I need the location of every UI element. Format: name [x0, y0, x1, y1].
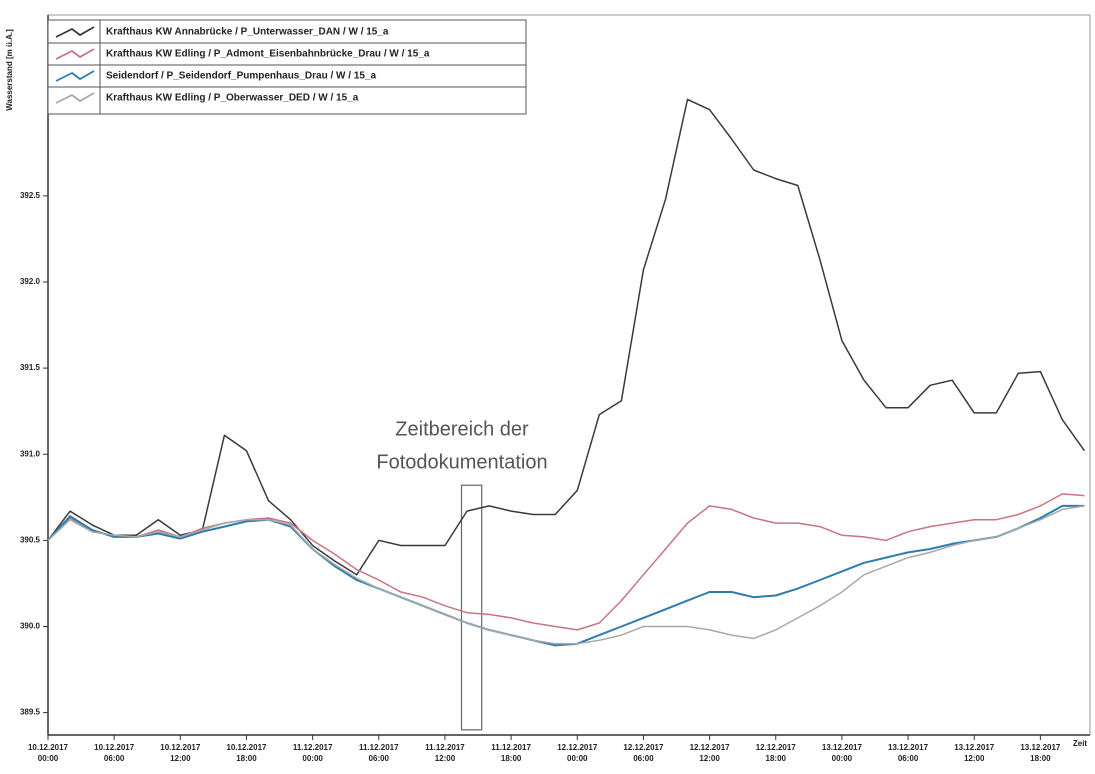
x-tick-label-line: 06:00	[369, 754, 390, 763]
x-tick-label: 11.12.2017 06:00	[359, 743, 399, 763]
x-tick-label-line: 18:00	[501, 754, 522, 763]
legend-swatch	[55, 48, 95, 60]
x-tick-label-line: 11.12.2017	[293, 743, 333, 752]
x-tick-label-line: 13.12.2017	[888, 743, 929, 752]
x-tick-label-line: 10.12.2017	[160, 743, 201, 752]
annotation: Fotodokumentation	[376, 451, 547, 473]
x-tick-label-line: 13.12.2017	[954, 743, 995, 752]
x-tick-label: 12.12.2017 12:00	[690, 743, 731, 763]
x-tick-label-line: 13.12.2017	[822, 743, 863, 752]
series-line	[47, 505, 1085, 645]
x-tick-label: 13.12.2017 12:00	[954, 743, 995, 763]
x-tick-label: 11.12.2017 18:00	[491, 743, 531, 763]
x-tick-label-line: 10.12.2017	[28, 743, 69, 752]
x-tick-label-line: 00:00	[832, 754, 853, 763]
x-tick-label: 10.12.2017 06:00	[94, 743, 135, 763]
y-tick-label: 392.0	[20, 277, 41, 286]
x-tick-label-line: 06:00	[633, 754, 654, 763]
y-tick-label: 390.0	[20, 622, 41, 631]
legend-swatch	[55, 70, 95, 82]
x-tick-label-line: 13.12.2017	[1020, 743, 1061, 752]
x-tick-label-line: 12:00	[964, 754, 985, 763]
x-tick-label-line: 10.12.2017	[226, 743, 267, 752]
x-tick-label: 12.12.2017 00:00	[557, 743, 598, 763]
y-tick-label: 391.5	[20, 363, 41, 372]
legend-swatch	[55, 26, 95, 38]
x-tick-label-line: 12.12.2017	[557, 743, 598, 752]
x-tick-label-line: 12:00	[435, 754, 456, 763]
x-tick-label: 10.12.2017 12:00	[160, 743, 201, 763]
x-tick-label-line: 12.12.2017	[623, 743, 664, 752]
y-axis-label: Wasserstand [m ü.A.]	[5, 29, 14, 111]
x-tick-label-line: 06:00	[104, 754, 125, 763]
x-tick-label-line: 12.12.2017	[690, 743, 731, 752]
x-tick-label: 12.12.2017 06:00	[623, 743, 664, 763]
x-tick-label: 10.12.2017 18:00	[226, 743, 267, 763]
x-tick-label-line: 11.12.2017	[425, 743, 465, 752]
y-tick-label: 390.5	[20, 535, 41, 544]
x-tick-label-line: 18:00	[1030, 754, 1051, 763]
x-tick-label-line: 12.12.2017	[756, 743, 797, 752]
x-tick-label-line: 06:00	[898, 754, 919, 763]
x-tick-label: 12.12.2017 18:00	[756, 743, 797, 763]
x-tick-label-line: 10.12.2017	[94, 743, 135, 752]
legend-label: Seidendorf / P_Seidendorf_Pumpenhaus_Dra…	[106, 71, 377, 82]
x-tick-label-line: 12:00	[170, 754, 191, 763]
y-tick-label: 389.5	[20, 708, 41, 717]
x-axis-label: Zeit	[1073, 739, 1088, 748]
x-tick-label: 10.12.2017 00:00	[28, 743, 69, 763]
x-tick-label: 11.12.2017 12:00	[425, 743, 465, 763]
legend-swatch	[55, 92, 95, 104]
x-tick-label-line: 18:00	[766, 754, 787, 763]
x-tick-label-line: 18:00	[236, 754, 257, 763]
x-tick-label: 11.12.2017 00:00	[293, 743, 333, 763]
x-tick-label-line: 12:00	[699, 754, 720, 763]
x-tick-label: 13.12.2017 06:00	[888, 743, 929, 763]
annotation: Zeitbereich der	[395, 418, 529, 440]
highlight-range	[460, 484, 483, 731]
y-tick-label: 391.0	[20, 449, 41, 458]
series-line	[47, 504, 1085, 647]
legend-label: Krafthaus KW Edling / P_Admont_Eisenbahn…	[106, 49, 430, 60]
legend-label: Krafthaus KW Edling / P_Oberwasser_DED /…	[106, 93, 359, 104]
x-tick-label: 13.12.2017 00:00	[822, 743, 863, 763]
legend-box	[47, 19, 527, 115]
x-tick-label-line: 11.12.2017	[359, 743, 399, 752]
y-tick-label: 392.5	[20, 191, 41, 200]
x-tick-label: 13.12.2017 18:00	[1020, 743, 1061, 763]
legend-label: Krafthaus KW Annabrücke / P_Unterwasser_…	[106, 27, 389, 38]
x-tick-label-line: 00:00	[302, 754, 323, 763]
x-tick-label-line: 11.12.2017	[491, 743, 531, 752]
series-line	[47, 98, 1086, 576]
x-tick-label-line: 00:00	[567, 754, 588, 763]
x-tick-label-line: 00:00	[38, 754, 59, 763]
